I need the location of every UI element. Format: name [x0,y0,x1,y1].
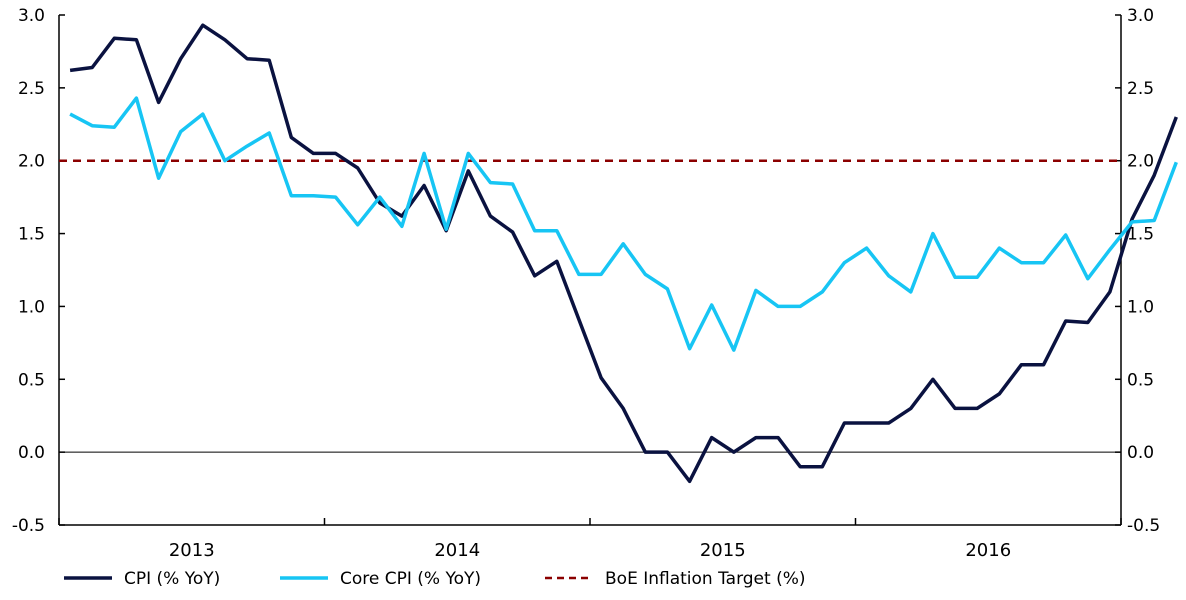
axes [58,15,1122,526]
y-tick-label-right: 0.0 [1127,443,1154,463]
y-tick-label-right: 0.5 [1127,370,1154,390]
tick-marks [58,14,1122,526]
x-year-label: 2016 [965,540,1011,561]
y-tick-label-right: 3.0 [1127,6,1154,26]
reference-lines [59,159,1121,453]
series-lines [69,23,1178,484]
y-tick-label-right: 2.0 [1127,152,1154,172]
y-tick-label-right: 2.5 [1127,79,1154,99]
y-tick-label-right: 1.5 [1127,225,1154,245]
right-y-tick-labels: 3.0 2.5 2.0 1.5 1.0 0.5 0.0 -0.5 [1127,6,1160,536]
y-tick-label-left: -0.5 [12,516,45,536]
x-year-label: 2013 [169,540,215,561]
core-cpi-line [69,96,1178,352]
y-tick-label-left: 1.5 [18,225,45,245]
legend: CPI (% YoY) Core CPI (% YoY) BoE Inflation… [64,569,806,589]
legend-boe-target-label: BoE Inflation Target (%) [605,569,806,589]
y-tick-label-left: 0.5 [18,370,45,390]
y-tick-label-left: 2.0 [18,152,45,172]
legend-cpi-label: CPI (% YoY) [124,569,220,589]
y-tick-label-left: 0.0 [18,443,45,463]
y-tick-label-left: 3.0 [18,6,45,26]
y-tick-label-right: 1.0 [1127,297,1154,317]
left-y-tick-labels: 3.0 2.5 2.0 1.5 1.0 0.5 0.0 -0.5 [12,6,45,536]
cpi-line [69,23,1178,484]
x-year-label: 2015 [700,540,746,561]
x-year-labels: 2013 2014 2015 2016 [169,540,1011,561]
y-tick-label-left: 2.5 [18,79,45,99]
y-tick-label-left: 1.0 [18,297,45,317]
legend-core-cpi-label: Core CPI (% YoY) [340,569,481,589]
y-tick-label-right: -0.5 [1127,516,1160,536]
x-year-label: 2014 [434,540,480,561]
